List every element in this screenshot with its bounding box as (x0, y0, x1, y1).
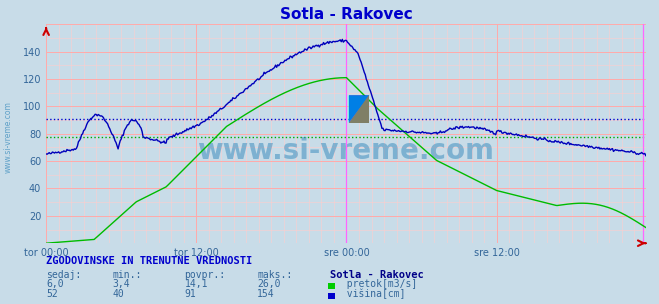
Text: maks.:: maks.: (257, 270, 292, 280)
Text: www.si-vreme.com: www.si-vreme.com (198, 137, 494, 165)
Text: 6,0: 6,0 (46, 279, 64, 289)
Text: 3,4: 3,4 (112, 279, 130, 289)
Text: pretok[m3/s]: pretok[m3/s] (335, 279, 417, 289)
Text: 14,1: 14,1 (185, 279, 208, 289)
Polygon shape (349, 95, 370, 123)
Text: www.si-vreme.com: www.si-vreme.com (3, 101, 13, 173)
Title: Sotla - Rakovec: Sotla - Rakovec (279, 7, 413, 22)
Text: sedaj:: sedaj: (46, 270, 81, 280)
Text: povpr.:: povpr.: (185, 270, 225, 280)
Text: Sotla - Rakovec: Sotla - Rakovec (330, 270, 423, 280)
Text: višina[cm]: višina[cm] (335, 289, 405, 299)
Text: 26,0: 26,0 (257, 279, 281, 289)
Text: 91: 91 (185, 289, 196, 299)
Text: 52: 52 (46, 289, 58, 299)
Text: 40: 40 (112, 289, 124, 299)
Text: ZGODOVINSKE IN TRENUTNE VREDNOSTI: ZGODOVINSKE IN TRENUTNE VREDNOSTI (46, 257, 252, 267)
Text: min.:: min.: (112, 270, 142, 280)
Polygon shape (349, 95, 370, 123)
Polygon shape (349, 95, 370, 123)
Text: 154: 154 (257, 289, 275, 299)
